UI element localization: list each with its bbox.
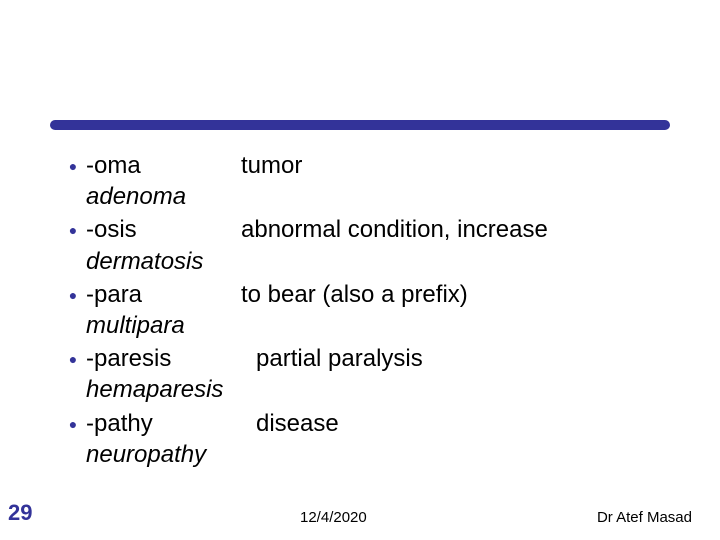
list-item: ● -osis abnormal condition, increase der… bbox=[60, 214, 700, 276]
suffix-example: dermatosis bbox=[86, 246, 700, 277]
term-line: -para to bear (also a prefix) bbox=[86, 279, 700, 310]
suffix-definition: partial paralysis bbox=[256, 343, 700, 374]
suffix-example: adenoma bbox=[86, 181, 700, 212]
bullet-icon: ● bbox=[60, 343, 86, 367]
suffix-example: neuropathy bbox=[86, 439, 700, 470]
bullet-icon: ● bbox=[60, 150, 86, 174]
suffix-term: -para bbox=[86, 279, 241, 310]
suffix-example: hemaparesis bbox=[86, 374, 700, 405]
content-list: ● -oma tumor adenoma ● -osis abnormal co… bbox=[60, 150, 700, 472]
item-body: -pathy disease neuropathy bbox=[86, 408, 700, 470]
term-line: -oma tumor bbox=[86, 150, 700, 181]
bullet-icon: ● bbox=[60, 279, 86, 303]
suffix-term: -oma bbox=[86, 150, 241, 181]
list-item: ● -pathy disease neuropathy bbox=[60, 408, 700, 470]
term-line: -osis abnormal condition, increase bbox=[86, 214, 700, 245]
footer-date: 12/4/2020 bbox=[300, 509, 367, 526]
suffix-definition: disease bbox=[256, 408, 700, 439]
slide-number: 29 bbox=[8, 500, 32, 526]
term-line: -pathy disease bbox=[86, 408, 700, 439]
suffix-term: -osis bbox=[86, 214, 241, 245]
item-body: -osis abnormal condition, increase derma… bbox=[86, 214, 700, 276]
footer-author: Dr Atef Masad bbox=[597, 509, 692, 526]
suffix-definition: abnormal condition, increase bbox=[241, 214, 700, 245]
suffix-term: -pathy bbox=[86, 408, 256, 439]
bullet-icon: ● bbox=[60, 408, 86, 432]
list-item: ● -paresis partial paralysis hemaparesis bbox=[60, 343, 700, 405]
suffix-definition: to bear (also a prefix) bbox=[241, 279, 700, 310]
title-accent-bar bbox=[50, 120, 670, 130]
list-item: ● -oma tumor adenoma bbox=[60, 150, 700, 212]
item-body: -para to bear (also a prefix) multipara bbox=[86, 279, 700, 341]
suffix-example: multipara bbox=[86, 310, 700, 341]
term-line: -paresis partial paralysis bbox=[86, 343, 700, 374]
item-body: -paresis partial paralysis hemaparesis bbox=[86, 343, 700, 405]
suffix-definition: tumor bbox=[241, 150, 700, 181]
list-item: ● -para to bear (also a prefix) multipar… bbox=[60, 279, 700, 341]
suffix-term: -paresis bbox=[86, 343, 256, 374]
bullet-icon: ● bbox=[60, 214, 86, 238]
item-body: -oma tumor adenoma bbox=[86, 150, 700, 212]
